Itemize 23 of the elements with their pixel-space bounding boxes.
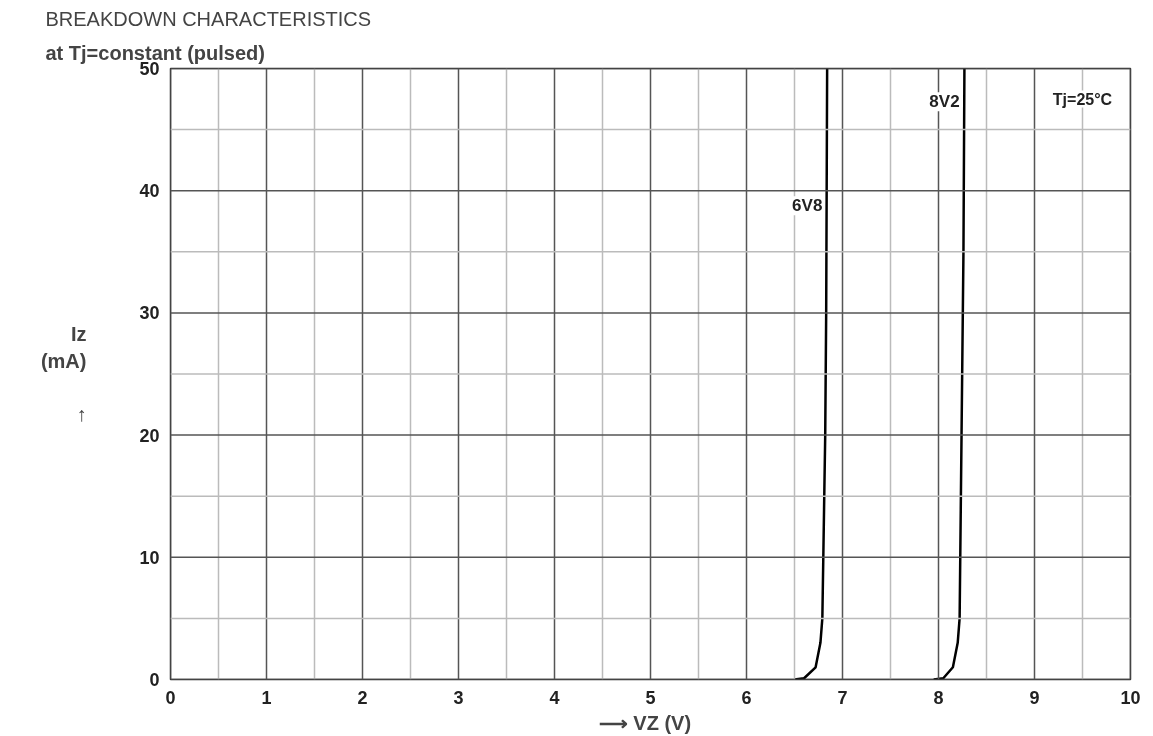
x-tick-label: 4	[549, 687, 560, 708]
text: Iz (mA) ↑	[40, 323, 87, 425]
x-tick-label: 1	[261, 687, 272, 708]
x-tick-label: 0	[165, 687, 176, 708]
x-tick-label: 7	[837, 687, 848, 708]
line-series	[793, 68, 829, 680]
x-tick-label: 5	[645, 687, 656, 708]
annotation: Tj=25°C	[1052, 90, 1113, 108]
x-tick-label: 2	[357, 687, 368, 708]
y-tick-label: 40	[139, 181, 160, 202]
y-tick-label: 10	[139, 547, 160, 568]
series-label: 8V2	[929, 92, 960, 112]
x-tick-label: 10	[1120, 687, 1141, 708]
series-label: 6V8	[792, 196, 823, 216]
y-tick-label: 30	[139, 303, 160, 324]
x-axis-title: ⟶ VZ (V)	[598, 711, 692, 734]
x-tick-label: 9	[1029, 687, 1040, 708]
y-tick-label: 20	[139, 425, 160, 446]
x-tick-label: 3	[453, 687, 464, 708]
chart-title: BREAKDOWN CHARACTERISTICS	[45, 7, 372, 30]
x-tick-label: 8	[933, 687, 944, 708]
y-tick-label: 0	[149, 670, 160, 690]
x-tick-label: 6	[741, 687, 752, 708]
